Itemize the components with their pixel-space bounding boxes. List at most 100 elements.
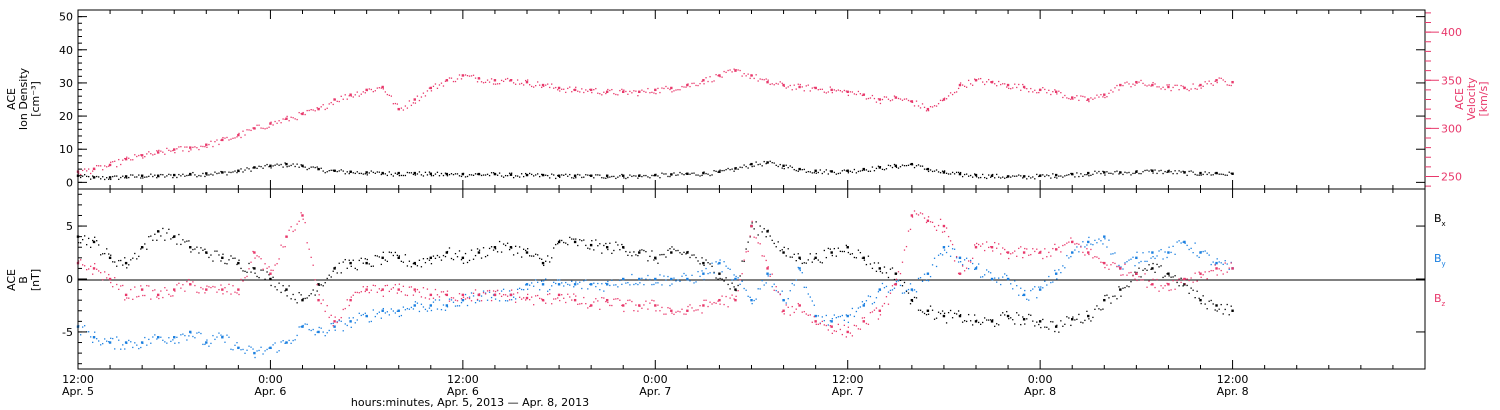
scatter-dot — [1028, 175, 1030, 178]
scatter-dot — [635, 90, 637, 92]
scatter-dot — [571, 280, 573, 282]
scatter-dot — [136, 344, 138, 346]
scatter-dot — [1204, 171, 1206, 173]
scatter-dot — [1004, 314, 1006, 316]
scatter-dot — [416, 95, 419, 97]
scatter-dot — [202, 145, 204, 148]
scatter-dot — [302, 324, 304, 327]
scatter-dot — [671, 283, 673, 285]
scatter-dot — [721, 278, 723, 280]
scatter-dot — [1090, 248, 1092, 251]
scatter-dot — [452, 258, 455, 261]
scatter-dot — [232, 171, 234, 173]
scatter-dot — [992, 173, 994, 176]
scatter-dot — [254, 128, 256, 130]
scatter-dot — [414, 102, 417, 104]
scatter-dot — [302, 111, 304, 114]
scatter-dot — [1064, 267, 1066, 269]
scatter-dot — [1208, 270, 1210, 273]
data-point-0-27 — [509, 173, 513, 176]
data-point-3-31 — [573, 283, 577, 286]
scatter-dot — [1048, 275, 1050, 278]
scatter-dot — [180, 287, 182, 289]
scatter-dot — [1104, 174, 1106, 176]
scatter-dot — [677, 89, 679, 91]
scatter-dot — [755, 161, 757, 163]
scatter-dot — [348, 95, 350, 97]
scatter-dot — [923, 106, 926, 109]
scatter-dot — [1192, 252, 1194, 254]
scatter-dot — [474, 302, 477, 304]
scatter-dot — [358, 95, 360, 97]
scatter-dot — [547, 255, 549, 257]
data-point-4-72 — [1231, 267, 1234, 270]
scatter-dot — [510, 289, 513, 291]
scatter-dot — [1056, 324, 1058, 327]
scatter-dot — [811, 87, 813, 89]
scatter-dot — [617, 286, 619, 288]
scatter-dot — [282, 285, 284, 287]
scatter-dot — [1058, 90, 1060, 92]
scatter-dot — [927, 170, 930, 173]
scatter-dot — [266, 271, 268, 273]
scatter-dot — [234, 137, 236, 139]
scatter-dot — [633, 310, 635, 312]
scatter-dot — [156, 177, 158, 179]
scatter-dot — [352, 172, 354, 174]
scatter-dot — [1152, 172, 1154, 174]
scatter-dot — [613, 284, 615, 286]
scatter-dot — [472, 292, 475, 294]
data-point-4-38 — [686, 309, 689, 312]
scatter-dot — [192, 281, 194, 283]
scatter-dot — [619, 175, 621, 177]
scatter-dot — [875, 297, 878, 299]
scatter-dot — [198, 174, 200, 177]
scatter-dot — [1208, 172, 1210, 174]
scatter-dot — [1150, 283, 1152, 286]
data-point-1-32 — [589, 88, 593, 92]
scatter-dot — [1066, 316, 1068, 318]
scatter-dot — [1034, 89, 1036, 91]
scatter-dot — [641, 277, 643, 280]
scatter-dot — [1110, 264, 1112, 266]
scatter-dot — [821, 172, 823, 175]
legend: Bx By Bz — [1434, 212, 1446, 308]
scatter-dot — [446, 290, 449, 292]
scatter-dot — [396, 173, 399, 175]
data-point-3-42 — [750, 298, 753, 302]
scatter-dot — [527, 79, 529, 81]
scatter-dot — [1020, 175, 1022, 177]
data-point-1-34 — [622, 90, 625, 94]
scatter-dot — [82, 169, 84, 172]
scatter-dot — [835, 255, 837, 257]
scatter-dot — [825, 92, 827, 94]
scatter-dot — [266, 127, 268, 129]
scatter-dot — [346, 299, 348, 301]
scatter-dot — [653, 92, 655, 94]
scatter-dot — [651, 283, 653, 286]
scatter-dot — [1084, 173, 1086, 176]
scatter-dot — [96, 338, 98, 340]
scatter-dot — [727, 167, 729, 170]
scatter-dot — [573, 177, 575, 179]
scatter-dot — [707, 173, 709, 175]
scatter-dot — [216, 172, 218, 175]
scatter-dot — [1148, 251, 1150, 253]
scatter-dot — [619, 299, 621, 301]
scatter-dot — [863, 259, 866, 261]
scatter-dot — [1128, 259, 1130, 261]
scatter-dot — [671, 91, 673, 93]
scatter-dot — [669, 88, 671, 91]
scatter-dot — [1072, 240, 1074, 243]
scatter-dot — [811, 172, 813, 174]
scatter-dot — [1158, 250, 1160, 252]
scatter-dot — [1102, 261, 1104, 264]
scatter-dot — [859, 328, 862, 330]
scatter-dot — [498, 83, 501, 85]
scatter-dot — [727, 306, 729, 308]
scatter-dot — [961, 321, 964, 323]
scatter-dot — [1118, 264, 1120, 267]
scatter-dot — [687, 250, 689, 253]
scatter-dot — [1106, 96, 1108, 98]
